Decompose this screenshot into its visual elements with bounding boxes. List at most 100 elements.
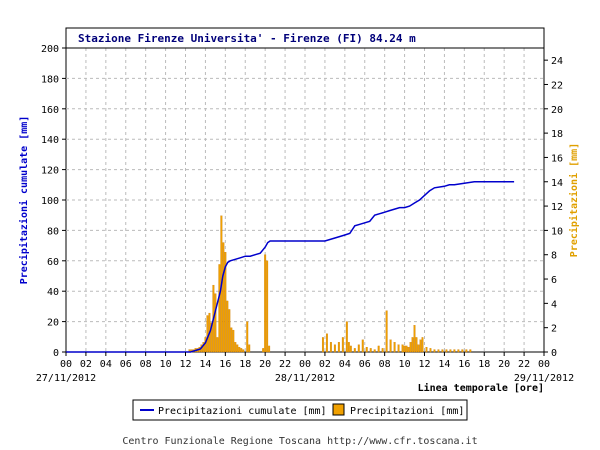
bar [333, 344, 336, 353]
bar [268, 345, 271, 353]
bar [347, 342, 350, 353]
grid [66, 48, 544, 352]
bar [381, 348, 384, 353]
bar [405, 345, 408, 353]
right-tick-label: 18 [551, 129, 563, 140]
right-tick-label: 22 [551, 80, 563, 91]
x-tick-label: 08 [379, 359, 391, 370]
x-tick-label: 10 [399, 359, 411, 370]
left-axis-title: Precipitazioni cumulate [mm] [18, 116, 30, 285]
x-axis: 00 02 04 06 08 10 12 14 16 18 20 22 00 02 04 06 08 10 12 14… [36, 352, 574, 384]
x-tick-label: 22 [518, 359, 530, 370]
x-tick-label: 06 [359, 359, 371, 370]
bar [230, 327, 233, 353]
bar [321, 337, 324, 353]
x-axis-title: Linea temporale [ore] [418, 382, 544, 394]
bar [373, 349, 376, 353]
footer-credit: Centro Funzionale Regione Toscana http:/… [122, 436, 478, 447]
x-date-label: 27/11/2012 [36, 373, 96, 384]
x-date-label: 28/11/2012 [275, 373, 335, 384]
legend-bar-label: Precipitazioni [mm] [350, 406, 464, 417]
legend-bar-swatch [332, 403, 345, 416]
bar [407, 346, 410, 353]
left-tick-label: 200 [41, 44, 59, 55]
x-tick-label: 22 [279, 359, 291, 370]
left-tick-label: 60 [47, 257, 59, 268]
x-tick-label: 12 [418, 359, 430, 370]
left-tick-label: 140 [41, 135, 59, 146]
bar [365, 346, 368, 353]
cumulative-line [66, 181, 515, 353]
bar [262, 348, 265, 353]
bar [411, 337, 414, 353]
right-tick-label: 4 [551, 299, 557, 310]
x-tick-label: 02 [319, 359, 331, 370]
left-tick-label: 40 [47, 287, 59, 298]
bar [353, 348, 356, 353]
bar [240, 348, 243, 353]
x-tick-label: 06 [120, 359, 132, 370]
bar [453, 349, 456, 353]
bar [389, 339, 392, 353]
bar [425, 346, 428, 353]
left-tick-label: 160 [41, 105, 59, 116]
bar [232, 329, 235, 353]
bar [469, 349, 472, 353]
x-date-label: 29/11/2012 [514, 373, 574, 384]
right-tick-label: 2 [551, 324, 557, 335]
bar [445, 349, 448, 353]
right-tick-label: 20 [551, 105, 563, 116]
bar [397, 344, 400, 353]
x-tick-label: 16 [219, 359, 231, 370]
bar [413, 325, 416, 353]
left-tick-label: 180 [41, 74, 59, 85]
bar [417, 344, 420, 353]
bar [433, 349, 436, 353]
bar [248, 344, 251, 353]
bar [341, 337, 344, 353]
bar [337, 342, 340, 353]
right-tick-label: 10 [551, 226, 563, 237]
right-tick-label: 0 [551, 348, 557, 359]
bar [449, 349, 452, 353]
legend-box [132, 399, 468, 421]
x-tick-label: 04 [100, 359, 112, 370]
bar [419, 339, 422, 353]
x-tick-label: 00 [299, 359, 311, 370]
x-tick-label: 12 [179, 359, 191, 370]
left-tick-label: 0 [53, 348, 59, 359]
bar [222, 242, 225, 353]
bar [345, 321, 348, 353]
bar [415, 337, 418, 353]
x-tick-label: 16 [458, 359, 470, 370]
x-tick-label: 20 [259, 359, 271, 370]
bar [361, 339, 364, 353]
right-tick-label: 8 [551, 251, 557, 262]
bar [325, 333, 328, 353]
left-axis: 0 20 40 60 80 100 120 140 160 180 200 [41, 44, 66, 359]
x-tick-label: 02 [80, 359, 92, 370]
title-box [65, 27, 545, 49]
bar [441, 349, 444, 353]
x-tick-label: 00 [60, 359, 72, 370]
bar [465, 349, 468, 353]
bar [401, 344, 404, 353]
bar [421, 337, 424, 353]
bar [437, 349, 440, 353]
bar [266, 260, 269, 353]
cumulative-series [66, 181, 515, 353]
bar [228, 309, 231, 353]
left-tick-label: 80 [47, 226, 59, 237]
bar [409, 342, 412, 353]
bar [357, 344, 360, 353]
x-tick-label: 00 [538, 359, 550, 370]
bar [393, 342, 396, 353]
x-tick-label: 14 [199, 359, 211, 370]
bar [457, 349, 460, 353]
bar [206, 315, 209, 353]
bar [234, 342, 237, 353]
chart-title: Stazione Firenze Universita' - Firenze (… [78, 32, 416, 45]
left-tick-label: 100 [41, 196, 59, 207]
